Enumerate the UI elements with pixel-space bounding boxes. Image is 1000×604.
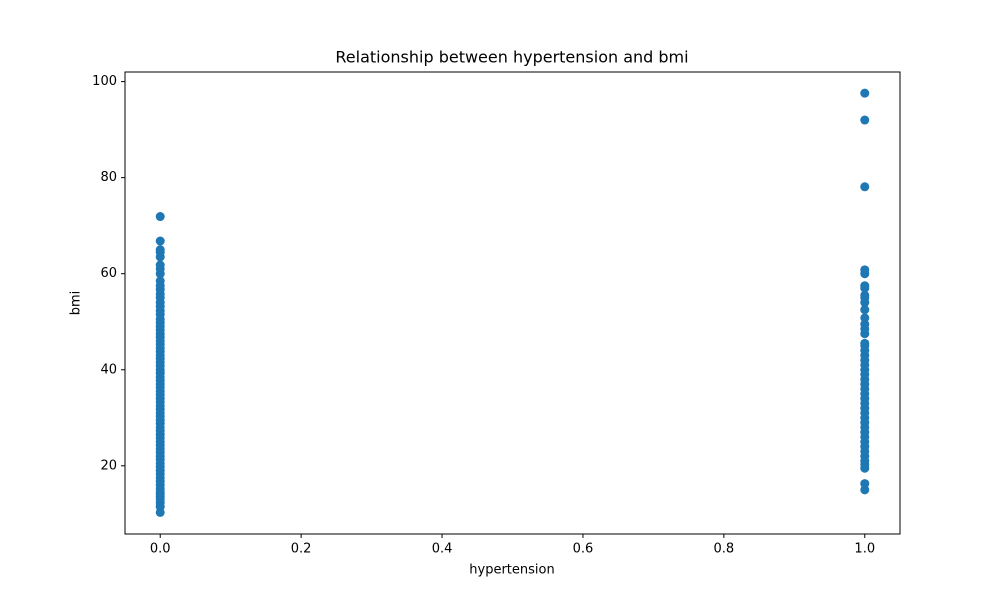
- point: [860, 338, 870, 348]
- x-tick-label: 0.0: [150, 542, 171, 557]
- y-tick-label: 60: [100, 266, 117, 281]
- x-tick-label: 0.8: [714, 542, 735, 557]
- point: [860, 265, 870, 275]
- x-tick-label: 1.0: [854, 542, 875, 557]
- point: [860, 313, 870, 323]
- point: [155, 245, 165, 255]
- y-tick-label: 40: [100, 362, 117, 377]
- point: [860, 281, 870, 291]
- chart-title: Relationship between hypertension and bm…: [335, 48, 688, 67]
- point: [155, 236, 165, 246]
- point: [860, 115, 870, 125]
- point: [860, 88, 870, 98]
- point: [155, 276, 165, 286]
- point: [860, 182, 870, 192]
- x-tick-label: 0.6: [573, 542, 594, 557]
- y-tick-label: 80: [100, 170, 117, 185]
- plot-frame: [124, 71, 901, 535]
- x-tick-label: 0.4: [432, 542, 453, 557]
- point: [860, 485, 870, 495]
- x-axis-label: hypertension: [469, 563, 554, 578]
- point: [155, 212, 165, 222]
- point: [860, 479, 870, 489]
- point: [860, 290, 870, 300]
- point: [860, 319, 870, 329]
- point: [155, 260, 165, 270]
- y-axis-label: bmi: [69, 291, 84, 316]
- point: [860, 305, 870, 315]
- x-tick-label: 0.2: [291, 542, 312, 557]
- y-tick-label: 20: [100, 458, 117, 473]
- y-tick-label: 100: [92, 74, 117, 89]
